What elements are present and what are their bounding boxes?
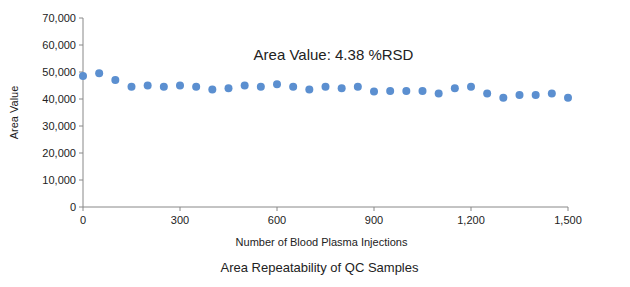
x-tick-label: 900 [365,214,383,226]
chart: 0 10,000 20,000 30,000 40,000 50,000 60,000 70,… [0,0,630,287]
point [548,90,556,98]
point [257,83,265,91]
y-tick [79,18,83,19]
x-tick [180,207,181,211]
y-tick-label: 50,000 [42,66,76,78]
y-axis-line [83,18,84,207]
point [532,91,540,99]
point [128,83,136,91]
y-tick-label: 10,000 [42,174,76,186]
x-tick [568,207,569,211]
point [111,76,119,84]
x-tick [277,207,278,211]
point [435,90,443,98]
point [370,87,378,95]
y-tick-label: 30,000 [42,120,76,132]
x-tick-label: 0 [80,214,86,226]
title: Area Repeatability of QC Samples [221,260,419,275]
point [338,84,346,92]
point [499,94,507,102]
points [79,69,572,101]
annotation: Area Value: 4.38 %RSD [254,46,414,63]
x-tick-label: 1,200 [457,214,485,226]
point [483,90,491,98]
x-tick-label: 300 [171,214,189,226]
x-tick [471,207,472,211]
y-tick-label: 60,000 [42,39,76,51]
point [516,91,524,99]
x-tick-label: 1,500 [554,214,582,226]
y-tick [79,126,83,127]
y-tick-label: 0 [70,201,76,213]
point [273,80,281,88]
y-tick-label: 70,000 [42,12,76,24]
point [225,84,233,92]
x-tick [83,207,84,211]
y-tick [79,153,83,154]
y-tick-label: 20,000 [42,147,76,159]
point [386,87,394,95]
point [402,87,410,95]
point [160,83,168,91]
point [305,86,313,94]
point [176,82,184,90]
x-axis-label: Number of Blood Plasma Injections [236,236,408,248]
point [208,86,216,94]
x-axis-line [83,207,568,208]
y-tick [79,180,83,181]
point [354,83,362,91]
point [322,83,330,91]
x-tick-label: 600 [268,214,286,226]
y-tick-label: 40,000 [42,93,76,105]
y-tick [79,45,83,46]
point [95,69,103,77]
point [192,83,200,91]
point [144,82,152,90]
y-tick [79,207,83,208]
point [467,83,475,91]
point [241,82,249,90]
point [289,83,297,91]
y-tick [79,99,83,100]
point [564,94,572,102]
point [451,84,459,92]
x-tick [374,207,375,211]
point [419,87,427,95]
y-axis-label: Area Value [8,86,20,140]
point [79,72,87,80]
